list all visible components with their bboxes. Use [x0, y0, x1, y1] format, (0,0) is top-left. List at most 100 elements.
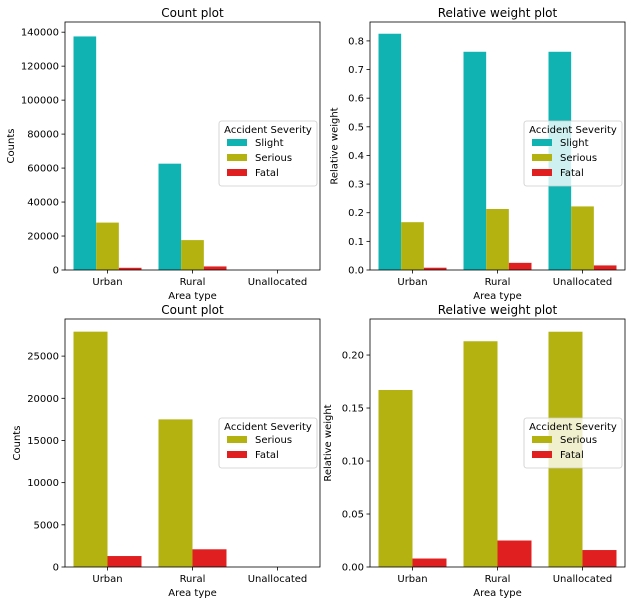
y-tick-label: 0.4 — [348, 151, 364, 162]
y-tick-label: 0.2 — [348, 208, 364, 219]
legend-swatch-serious — [227, 154, 247, 161]
y-tick-label: 5000 — [34, 520, 59, 531]
bar-serious-urban — [378, 390, 413, 567]
y-tick-label: 15000 — [27, 436, 59, 447]
chart-title: Relative weight plot — [438, 303, 558, 317]
x-tick-label: Unallocated — [553, 574, 613, 585]
y-tick-label: 0.05 — [342, 510, 364, 521]
x-tick-label: Unallocated — [248, 277, 308, 288]
bar-serious-rural — [486, 209, 509, 270]
bar-serious-rural — [181, 240, 204, 270]
y-tick-label: 60000 — [27, 164, 59, 175]
legend: Accident Severity Slight Serious Fatal — [218, 120, 318, 187]
bar-serious-unallocated — [571, 206, 594, 270]
subplot-4: 0.00 0.05 0.10 0.15 0.20 Urban Rural Unallocate… — [323, 303, 626, 599]
bar-fatal-unallocated — [593, 265, 617, 270]
x-tick-label: Urban — [397, 574, 427, 585]
legend-label-fatal: Fatal — [255, 168, 279, 179]
y-axis-label: Counts — [6, 129, 17, 164]
legend-swatch-fatal — [532, 169, 552, 176]
legend-label-serious: Serious — [255, 153, 292, 164]
x-axis-label: Area type — [168, 588, 217, 599]
y-tick-label: 20000 — [27, 394, 59, 405]
bar-serious-urban — [401, 222, 424, 270]
legend-swatch-serious — [532, 436, 552, 443]
chart-title: Relative weight plot — [438, 6, 558, 20]
y-tick-label: 0.10 — [342, 457, 364, 468]
legend-swatch-fatal — [227, 169, 247, 176]
legend-label-fatal: Fatal — [255, 450, 279, 461]
bar-fatal-rural — [497, 540, 532, 567]
bar-fatal-rural — [203, 266, 227, 270]
legend-title: Accident Severity — [224, 422, 312, 433]
bar-fatal-urban — [118, 267, 142, 270]
bar-slight-rural — [158, 163, 182, 270]
legend-label-fatal: Fatal — [560, 450, 584, 461]
y-tick-label: 10000 — [27, 478, 59, 489]
legend-label-serious: Serious — [560, 153, 597, 164]
y-tick-label: 0.8 — [348, 36, 364, 47]
bar-fatal-unallocated — [582, 550, 617, 567]
y-axis-label: Counts — [12, 426, 23, 461]
x-axis-label: Area type — [473, 291, 522, 302]
y-tick-label: 0.15 — [342, 404, 364, 415]
x-tick-label: Unallocated — [553, 277, 613, 288]
x-tick-label: Rural — [485, 277, 511, 288]
legend: Accident Severity Serious Fatal — [218, 417, 318, 469]
legend-swatch-slight — [532, 139, 552, 146]
y-tick-label: 100000 — [21, 96, 59, 107]
bar-serious-rural — [158, 419, 193, 567]
legend: Accident Severity Serious Fatal — [523, 417, 623, 469]
x-tick-label: Urban — [92, 277, 122, 288]
y-tick-label: 0 — [53, 266, 59, 277]
y-tick-label: 0.1 — [348, 237, 364, 248]
legend-swatch-slight — [227, 139, 247, 146]
y-tick-label: 140000 — [21, 28, 59, 39]
chart-title: Count plot — [161, 303, 224, 317]
y-tick-label: 80000 — [27, 130, 59, 141]
bar-serious-rural — [463, 341, 498, 567]
legend-title: Accident Severity — [224, 125, 312, 136]
bar-fatal-urban — [107, 556, 142, 567]
legend-label-fatal: Fatal — [560, 168, 584, 179]
bar-slight-urban — [378, 33, 402, 270]
y-tick-label: 25000 — [27, 352, 59, 363]
x-axis-label: Area type — [473, 588, 522, 599]
y-tick-label: 120000 — [21, 62, 59, 73]
bar-fatal-urban — [423, 267, 447, 270]
legend-swatch-fatal — [227, 451, 247, 458]
legend: Accident Severity Slight Serious Fatal — [523, 120, 623, 187]
y-tick-label: 0.7 — [348, 65, 364, 76]
y-tick-label: 0.20 — [342, 351, 364, 362]
chart-title: Count plot — [161, 6, 224, 20]
x-tick-label: Urban — [92, 574, 122, 585]
y-tick-label: 20000 — [27, 232, 59, 243]
legend-label-serious: Serious — [255, 435, 292, 446]
x-tick-label: Rural — [485, 574, 511, 585]
legend-label-serious: Serious — [560, 435, 597, 446]
x-axis-label: Area type — [168, 291, 217, 302]
y-axis-label: Relative weight — [323, 404, 334, 481]
subplot-2: 0.0 0.1 0.2 0.3 0.4 0.5 0.6 0.7 0.8 Urban Rural Una… — [329, 6, 626, 302]
legend-title: Accident Severity — [529, 125, 617, 136]
y-tick-label: 0.5 — [348, 122, 364, 133]
legend-label-slight: Slight — [560, 138, 589, 149]
x-tick-label: Unallocated — [248, 574, 308, 585]
bar-serious-urban — [96, 222, 119, 270]
x-tick-label: Rural — [180, 277, 206, 288]
y-tick-label: 0.00 — [342, 563, 364, 574]
y-axis-label: Relative weight — [329, 107, 340, 184]
x-tick-label: Urban — [397, 277, 427, 288]
legend-label-slight: Slight — [255, 138, 284, 149]
subplot-3: 0 5000 10000 15000 20000 25000 Urban Rural Unall… — [12, 303, 321, 599]
y-tick-label: 40000 — [27, 198, 59, 209]
y-tick-label: 0.3 — [348, 180, 364, 191]
bar-fatal-rural — [192, 549, 227, 567]
bar-fatal-urban — [412, 558, 447, 567]
bar-slight-rural — [463, 51, 487, 270]
legend-swatch-serious — [227, 436, 247, 443]
legend-title: Accident Severity — [529, 422, 617, 433]
legend-swatch-fatal — [532, 451, 552, 458]
x-tick-label: Rural — [180, 574, 206, 585]
